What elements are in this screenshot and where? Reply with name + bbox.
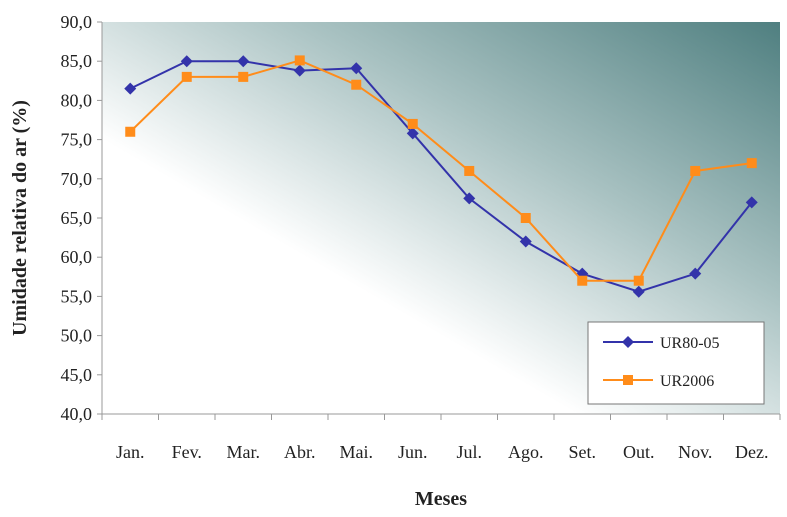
data-point-ur2006 bbox=[407, 118, 418, 129]
data-point-ur80-05 bbox=[180, 55, 193, 68]
y-tick-label: 70,0 bbox=[61, 169, 93, 189]
data-point-ur80-05 bbox=[689, 267, 702, 280]
series-line-ur2006 bbox=[129, 59, 752, 282]
y-tick-label: 45,0 bbox=[61, 365, 93, 385]
legend-marker-ur80-05 bbox=[622, 336, 634, 348]
data-point-ur2006 bbox=[520, 213, 531, 223]
data-point-ur80-05 bbox=[124, 82, 137, 95]
x-axis-title: Meses bbox=[415, 488, 467, 510]
x-tick-label: Set. bbox=[568, 442, 596, 462]
x-tick-label: Abr. bbox=[284, 442, 316, 462]
data-point-ur2006 bbox=[633, 275, 644, 286]
data-point-ur80-05 bbox=[632, 285, 645, 298]
x-tick-label: Mar. bbox=[227, 442, 261, 462]
data-point-ur2006 bbox=[746, 158, 757, 169]
x-tick-label: Jan. bbox=[116, 442, 145, 462]
series-line-ur80-05 bbox=[129, 60, 753, 293]
legend-label-ur80-05: UR80-05 bbox=[660, 335, 720, 352]
data-point-ur80-05 bbox=[350, 62, 363, 75]
legend-label-ur2006: UR2006 bbox=[660, 373, 714, 390]
data-point-ur80-05 bbox=[519, 235, 532, 248]
data-point-ur2006 bbox=[181, 71, 192, 82]
data-point-ur80-05 bbox=[293, 64, 306, 77]
data-point-ur2006 bbox=[238, 71, 249, 82]
y-axis-title: Umidade relativa do ar (%) bbox=[9, 100, 31, 336]
y-tick-label: 75,0 bbox=[61, 130, 93, 150]
legend: UR80-05 UR2006 bbox=[587, 321, 765, 405]
y-tick-label: 55,0 bbox=[61, 286, 93, 306]
data-point-ur2006 bbox=[464, 165, 475, 176]
y-axis-ticks: 40,0 45,0 50,0 55,0 60,0 65,0 70,0 75,0 80,0 85,0… bbox=[61, 12, 102, 424]
data-point-ur2006 bbox=[690, 165, 701, 176]
x-tick-label: Mai. bbox=[340, 442, 374, 462]
data-point-ur2006 bbox=[577, 275, 588, 286]
data-point-ur2006 bbox=[125, 126, 136, 137]
data-point-ur80-05 bbox=[237, 55, 250, 68]
data-point-ur2006 bbox=[351, 79, 362, 90]
series-layer bbox=[124, 55, 758, 298]
x-tick-label: Dez. bbox=[735, 442, 768, 462]
data-point-ur80-05 bbox=[463, 192, 476, 205]
y-tick-label: 85,0 bbox=[61, 51, 93, 71]
y-tick-label: 40,0 bbox=[61, 404, 93, 424]
y-tick-label: 80,0 bbox=[61, 90, 93, 110]
data-point-ur80-05 bbox=[745, 196, 758, 209]
x-axis-ticks: Jan. Fev. Mar. Abr. Mai. Jun. Jul. Ago. Set. Out.… bbox=[101, 414, 781, 462]
x-tick-label: Nov. bbox=[678, 442, 712, 462]
y-tick-label: 60,0 bbox=[61, 247, 93, 267]
y-tick-label: 65,0 bbox=[61, 208, 93, 228]
x-tick-label: Out. bbox=[623, 442, 655, 462]
x-tick-label: Jul. bbox=[456, 442, 482, 462]
y-tick-label: 50,0 bbox=[61, 326, 93, 346]
data-point-ur80-05 bbox=[406, 127, 419, 140]
x-tick-label: Fev. bbox=[172, 442, 202, 462]
y-tick-label: 90,0 bbox=[61, 12, 93, 32]
legend-marker-ur2006 bbox=[623, 375, 633, 385]
x-tick-label: Ago. bbox=[508, 442, 544, 462]
x-tick-label: Jun. bbox=[398, 442, 428, 462]
data-point-ur2006 bbox=[294, 55, 305, 66]
legend-box bbox=[587, 321, 765, 405]
